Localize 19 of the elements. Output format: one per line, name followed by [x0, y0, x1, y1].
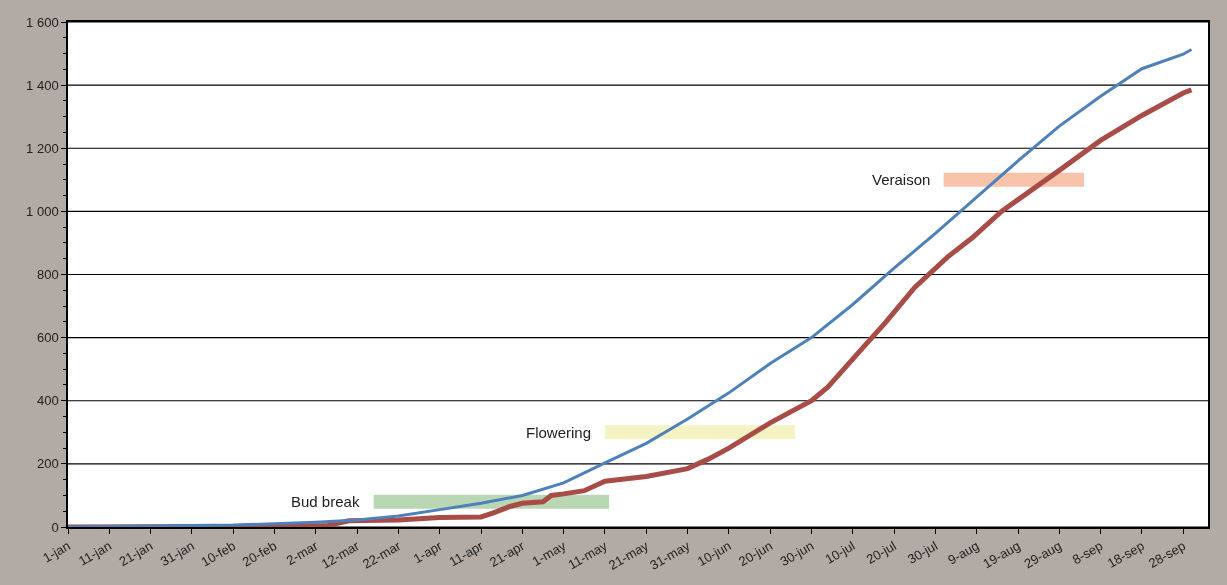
y-tick-label: 1 400	[26, 77, 59, 93]
x-tick-label: 1-jan	[40, 538, 73, 566]
y-tick-label: 1 000	[26, 203, 59, 219]
y-tick-label: 400	[36, 393, 59, 409]
y-tick-label: 600	[36, 330, 59, 346]
x-tick-label: 11-jan	[76, 538, 115, 569]
x-tick-label: 1-apr	[410, 537, 446, 567]
y-tick-label: 1 200	[26, 140, 59, 156]
series-label: Bud break	[291, 493, 360, 510]
series-label: Flowering	[526, 424, 592, 441]
y-tick-label: 200	[36, 456, 59, 472]
series-label: Veraison	[872, 171, 931, 188]
x-tick-label: 30-jul	[905, 538, 941, 567]
x-tick-label: 8-sep	[1069, 538, 1106, 568]
x-tick-label: 9-aug	[945, 538, 982, 568]
y-tick-label: 800	[36, 267, 59, 283]
y-tick-label: 0	[51, 519, 59, 535]
y-tick-label: 1 600	[26, 14, 59, 30]
x-tick-label: 2-mar	[283, 537, 322, 569]
